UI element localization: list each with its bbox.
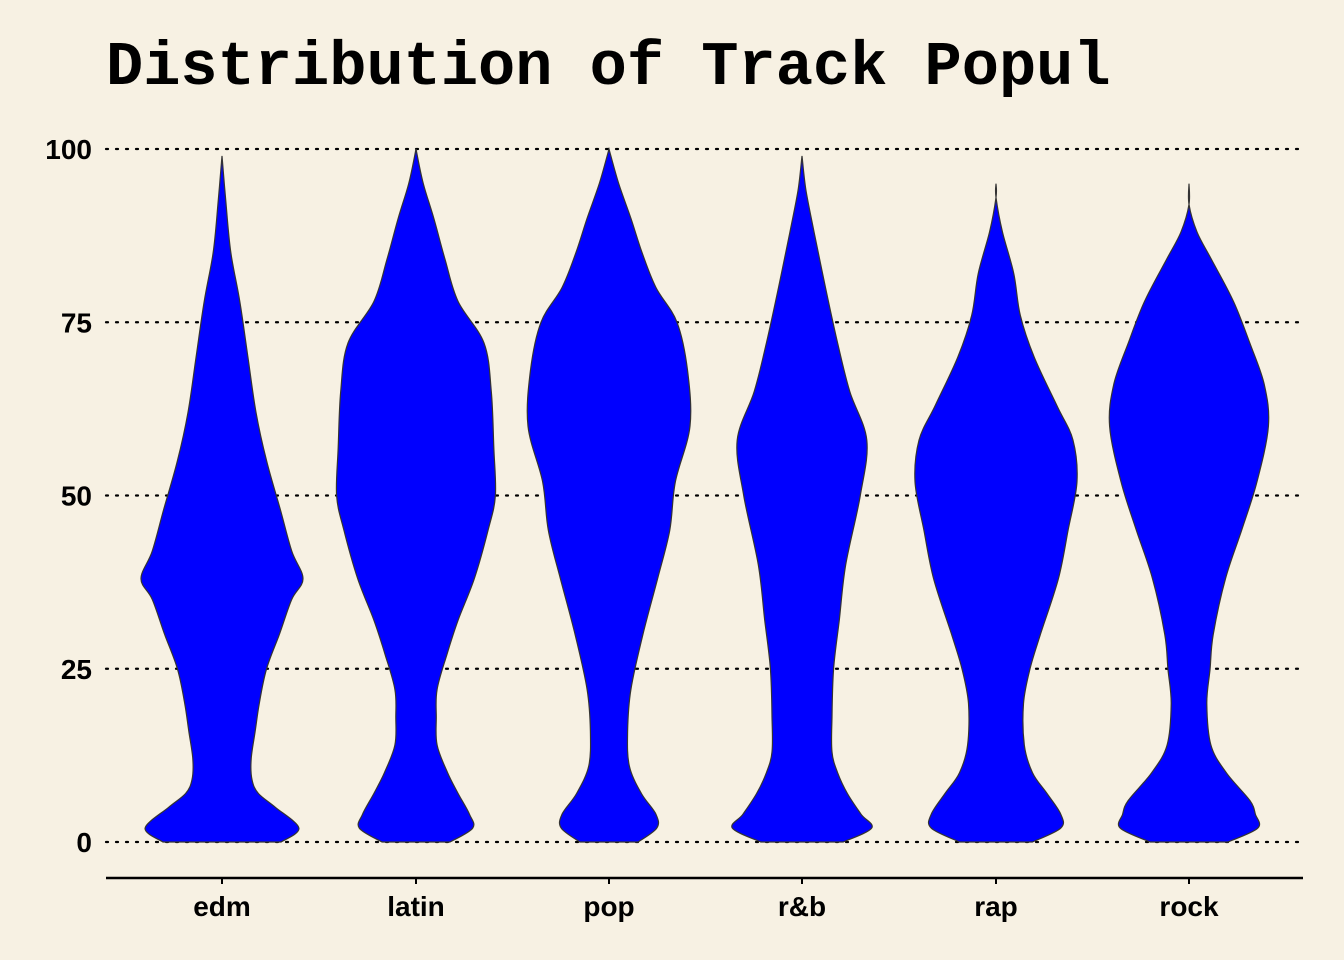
x-tick-label: r&b	[778, 891, 826, 922]
violin-rock	[1108, 183, 1270, 843]
y-tick-label: 50	[61, 481, 92, 512]
x-tick-label: edm	[193, 891, 251, 922]
chart-title: Distribution of Track Popul	[106, 32, 1111, 103]
y-tick-label: 25	[61, 654, 92, 685]
violin-edm	[140, 155, 304, 843]
x-tick-label: latin	[387, 891, 445, 922]
y-axis-tick-labels: 0 25 50 75 100	[45, 134, 92, 858]
y-tick-label: 100	[45, 134, 92, 165]
violin-rb	[731, 155, 873, 843]
violin-pop	[526, 146, 692, 843]
y-tick-label: 75	[61, 307, 92, 338]
x-tick-label: pop	[583, 891, 634, 922]
y-tick-label: 0	[76, 827, 92, 858]
violin-shapes	[140, 146, 1270, 843]
x-axis-tick-labels: edm latin pop r&b rap rock	[193, 878, 1219, 922]
y-gridlines	[104, 147, 1302, 844]
violin-rap	[914, 183, 1078, 843]
x-tick-label: rap	[974, 891, 1018, 922]
x-tick-label: rock	[1159, 891, 1219, 922]
violin-latin	[335, 148, 497, 843]
